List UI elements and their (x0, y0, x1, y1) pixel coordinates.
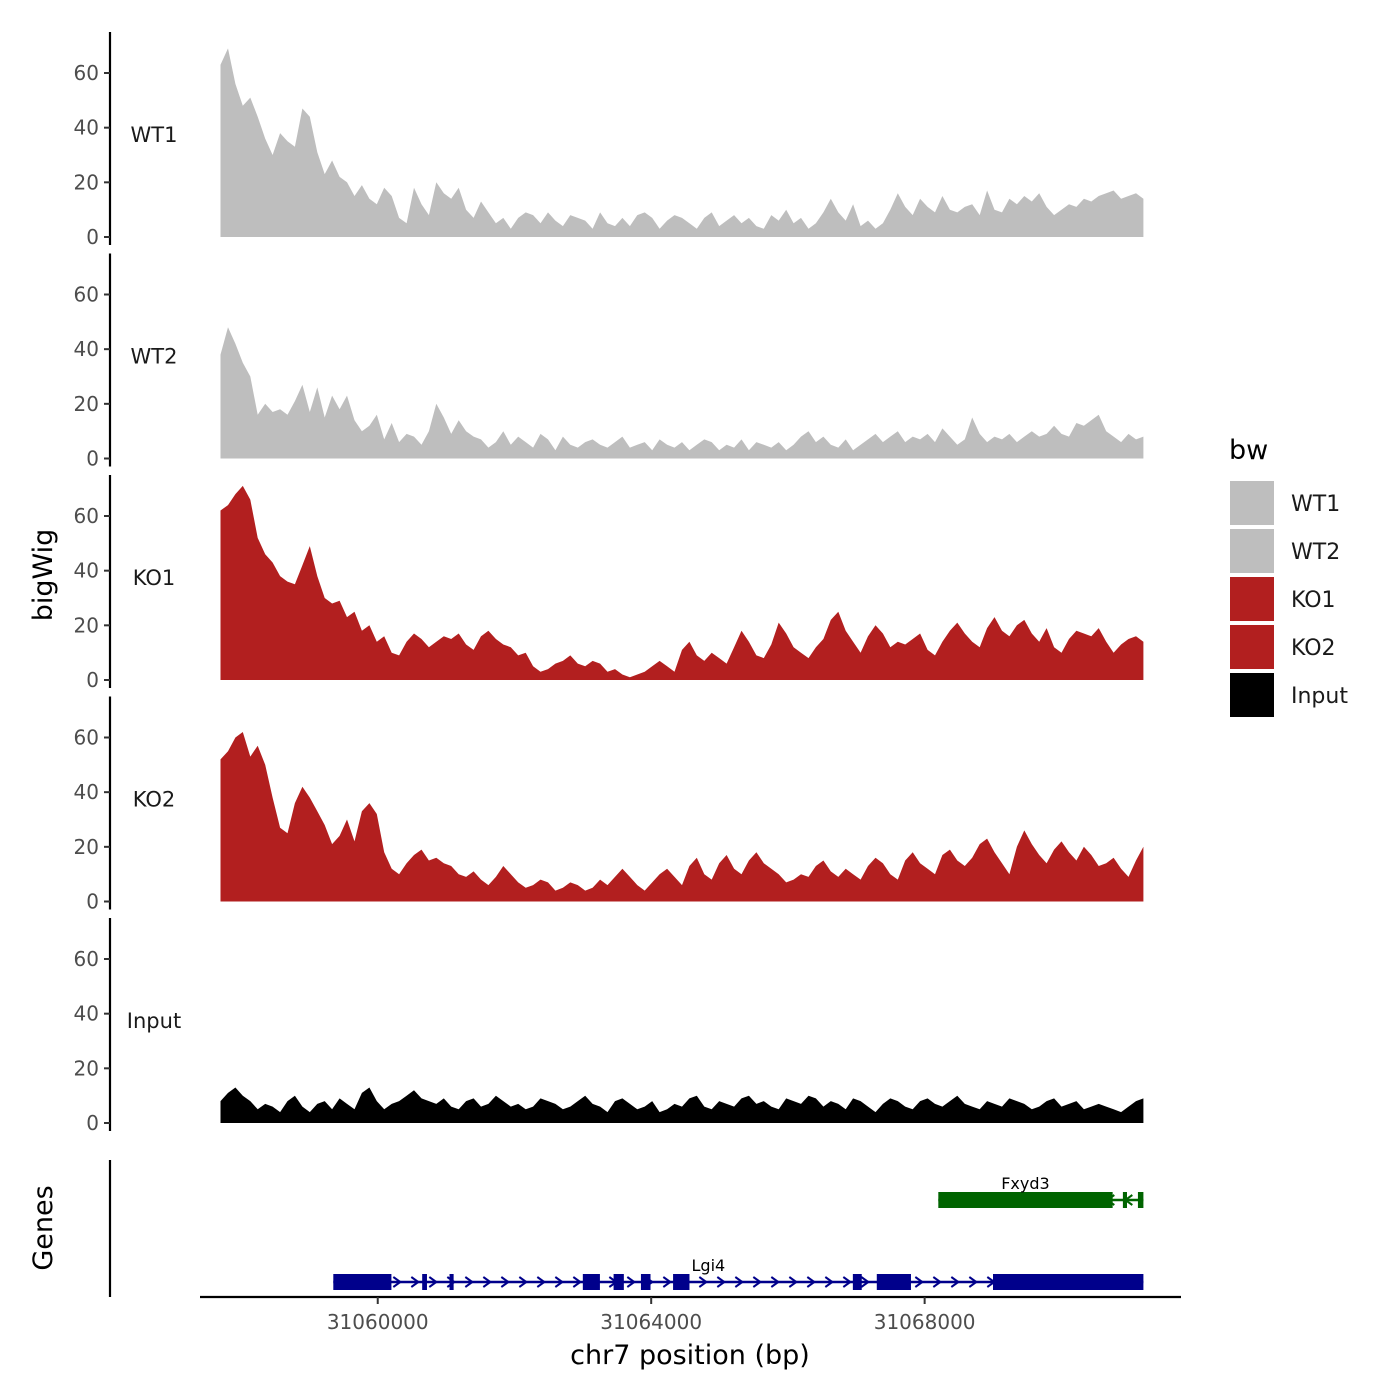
track-label: WT1 (131, 123, 178, 147)
gene-exon (582, 1274, 600, 1290)
strand-chevron (752, 1276, 763, 1288)
legend-swatch-input (1230, 673, 1274, 717)
track-input: 0 20 40 60 Input (74, 918, 1144, 1135)
strand-chevron (860, 1276, 871, 1288)
y-tick-label: 0 (86, 1111, 99, 1135)
track-ko1: 0 20 40 60 KO1 (74, 475, 1144, 692)
gene-exon (422, 1274, 427, 1290)
strand-chevron (842, 1276, 853, 1288)
strand-chevron (464, 1276, 475, 1288)
strand-chevron (950, 1276, 961, 1288)
track-wt1: 0 20 40 60 WT1 (74, 32, 1144, 249)
legend-swatch-wt1 (1230, 481, 1274, 525)
strand-chevron (806, 1276, 817, 1288)
gene-exon (640, 1274, 651, 1290)
gene-name-label: Fxyd3 (1001, 1174, 1049, 1193)
x-tick-label: 31064000 (600, 1310, 702, 1334)
strand-chevron (716, 1276, 727, 1288)
gene-track: Fxyd3 Lgi4 31060000 31064000 31068000 (108, 1160, 1181, 1334)
track-label: KO2 (133, 788, 176, 812)
strand-chevron (770, 1276, 781, 1288)
gene-exon (449, 1274, 454, 1290)
gene-name-label: Lgi4 (692, 1256, 726, 1275)
strand-chevron (788, 1276, 799, 1288)
strand-chevron (482, 1276, 493, 1288)
gene-exon (333, 1274, 392, 1290)
track-label: KO1 (133, 566, 176, 590)
legend-swatch-wt2 (1230, 529, 1274, 573)
y-axis-title: bigWig (28, 529, 59, 622)
gene-exon (938, 1192, 1113, 1208)
y-tick-label: 60 (74, 726, 99, 750)
legend-label: KO2 (1291, 636, 1336, 661)
strand-chevron (626, 1276, 637, 1288)
strand-chevron (554, 1276, 565, 1288)
track-label: WT2 (131, 345, 178, 369)
signal-area-ko2 (220, 732, 1144, 902)
legend-label: WT1 (1291, 492, 1340, 517)
y-tick-label: 60 (74, 61, 99, 85)
y-tick-label: 40 (74, 337, 99, 361)
gene-lgi4: Lgi4 (333, 1256, 1144, 1290)
strand-chevron (914, 1276, 925, 1288)
strand-chevron (662, 1276, 673, 1288)
gene-exon (613, 1274, 624, 1290)
strand-chevron (518, 1276, 529, 1288)
y-tick-label: 40 (74, 559, 99, 583)
strand-chevron (572, 1276, 583, 1288)
track-ko2: 0 20 40 60 KO2 (74, 696, 1144, 914)
signal-area-ko1 (220, 485, 1144, 680)
y-tick-label: 20 (74, 835, 99, 859)
y-tick-label: 60 (74, 283, 99, 307)
strand-chevron (932, 1276, 943, 1288)
strand-chevron (824, 1276, 835, 1288)
gene-exon (1122, 1192, 1127, 1208)
signal-area-wt2 (220, 327, 1144, 459)
y-tick-label: 0 (86, 225, 99, 249)
y-tick-label: 60 (74, 504, 99, 528)
strand-chevron (536, 1276, 547, 1288)
y-tick-label: 40 (74, 116, 99, 140)
legend: WT1 WT2 KO1 KO2 Input (1230, 481, 1348, 717)
strand-chevron (410, 1276, 421, 1288)
signal-area-input (220, 1087, 1144, 1123)
strand-chevron (428, 1276, 439, 1288)
legend-swatch-ko2 (1230, 625, 1274, 669)
legend-title: bw (1229, 435, 1268, 466)
signal-area-wt1 (220, 48, 1144, 238)
track-label: Input (127, 1009, 181, 1033)
y-tick-label: 20 (74, 170, 99, 194)
gene-exon (673, 1274, 690, 1290)
y-tick-label: 60 (74, 947, 99, 971)
y-tick-label: 40 (74, 1002, 99, 1026)
y-tick-label: 0 (86, 890, 99, 914)
y-tick-label: 40 (74, 780, 99, 804)
strand-chevron (968, 1276, 979, 1288)
y-tick-label: 20 (74, 392, 99, 416)
gene-exon (852, 1274, 862, 1290)
x-tick-label: 31060000 (327, 1310, 429, 1334)
strand-chevron (734, 1276, 745, 1288)
gene-exon (993, 1274, 1144, 1290)
legend-label: KO1 (1291, 588, 1336, 613)
gene-fxyd3: Fxyd3 (938, 1174, 1144, 1208)
gene-exon (876, 1274, 911, 1290)
genes-track-title: Genes (28, 1185, 59, 1270)
y-tick-label: 20 (74, 613, 99, 637)
legend-label: Input (1291, 684, 1348, 709)
y-tick-label: 0 (86, 447, 99, 471)
strand-chevron (698, 1276, 709, 1288)
strand-chevron (392, 1276, 403, 1288)
x-tick-label: 31068000 (874, 1310, 976, 1334)
y-tick-label: 0 (86, 668, 99, 692)
track-wt2: 0 20 40 60 WT2 (74, 253, 1144, 471)
legend-label: WT2 (1291, 540, 1340, 565)
x-axis-title: chr7 position (bp) (570, 1340, 810, 1371)
gene-exon (1137, 1192, 1144, 1208)
legend-swatch-ko1 (1230, 577, 1274, 621)
y-tick-label: 20 (74, 1056, 99, 1080)
strand-chevron (500, 1276, 511, 1288)
